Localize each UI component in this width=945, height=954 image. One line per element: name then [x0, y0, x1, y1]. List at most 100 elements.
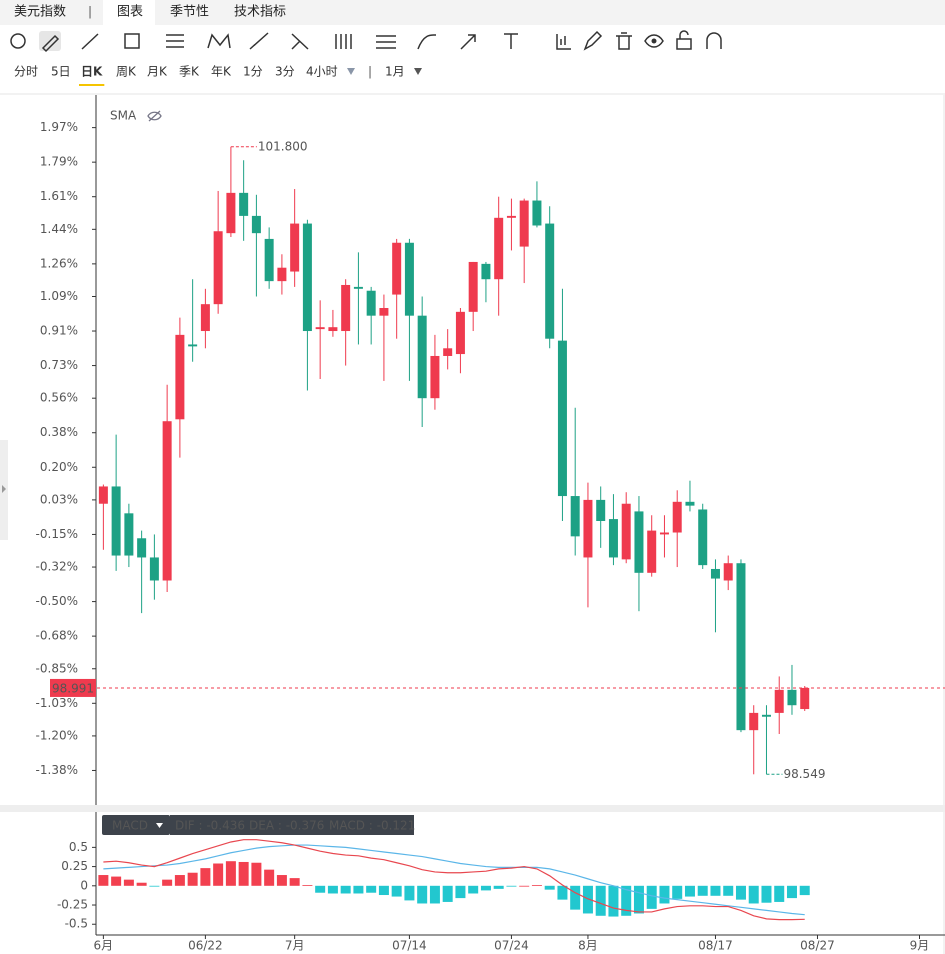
macd-bar [748, 885, 759, 904]
tool-icon[interactable] [460, 34, 476, 50]
macd-bar [327, 885, 338, 894]
candle-body [672, 501, 682, 533]
period-button[interactable]: 4小时 [306, 65, 338, 79]
candle-body [137, 538, 147, 558]
macd-bar [366, 885, 377, 893]
tool-icon[interactable] [291, 33, 309, 50]
low-label: 98.549 [783, 767, 825, 781]
macd-bar [200, 868, 211, 886]
tool-icon[interactable] [644, 34, 664, 48]
period-button[interactable]: 3分 [275, 65, 295, 79]
tool-icon[interactable] [706, 32, 722, 49]
macd-bar [264, 869, 275, 886]
y-tick-label: -1.20% [36, 728, 78, 742]
tool-icon[interactable] [335, 34, 352, 49]
period-dropdown[interactable] [347, 68, 355, 75]
tool-icon[interactable] [207, 33, 231, 49]
tab[interactable]: 季节性 [170, 5, 209, 20]
macd-bar [174, 875, 185, 886]
macd-bar [468, 885, 479, 894]
tool-icon[interactable] [583, 30, 603, 51]
tab[interactable]: 美元指数 [14, 5, 66, 20]
period-separator: | [368, 65, 372, 79]
tab-bar [0, 0, 945, 25]
tool-icon[interactable] [676, 38, 692, 50]
x-tick-label: 07/24 [494, 939, 529, 953]
macd-bar [672, 885, 683, 899]
period-active-underline [79, 84, 105, 86]
x-tick-label: 8月 [578, 939, 598, 953]
candle-body [251, 215, 261, 234]
tool-icon[interactable] [556, 34, 571, 50]
candle-body [315, 327, 325, 330]
dif-line [103, 839, 805, 921]
y-tick-label: -1.03% [36, 696, 78, 710]
candle-body [290, 223, 300, 272]
period-button[interactable]: 周K [116, 65, 137, 79]
candle-body [481, 263, 491, 280]
candle-body [430, 355, 440, 399]
y-tick-label: -0.68% [36, 629, 78, 643]
y-tick-label: 0.25 [61, 859, 88, 873]
candle-body [761, 714, 771, 717]
macd-bar [417, 885, 428, 904]
x-tick-label: 08/27 [800, 939, 835, 953]
candle-body [239, 192, 249, 216]
tool-icon[interactable] [166, 34, 184, 48]
period-button[interactable]: 5日 [51, 65, 71, 79]
tab[interactable]: 技术指标 [234, 5, 286, 20]
tool-icon[interactable] [376, 35, 396, 49]
candle-body [213, 231, 223, 305]
tool-icon[interactable] [81, 33, 99, 50]
range-dropdown[interactable] [414, 68, 422, 75]
x-tick-label: 07/14 [392, 939, 427, 953]
y-tick-label: 1.09% [40, 289, 78, 303]
tool-icon[interactable] [504, 33, 518, 49]
macd-bar [646, 885, 657, 909]
period-button[interactable]: 日K [81, 65, 103, 79]
macd-bar [557, 885, 568, 900]
candle-body [149, 557, 159, 581]
indicator-button[interactable] [102, 815, 170, 835]
indicator-button-label[interactable]: MACD [112, 819, 148, 833]
tool-icon[interactable] [616, 32, 632, 50]
macd-bar [187, 872, 198, 886]
candle-body [468, 261, 478, 312]
tool-icon[interactable] [249, 32, 269, 50]
candle-body [98, 486, 108, 504]
macd-bar [429, 885, 440, 904]
macd-bar [710, 885, 721, 896]
readout-text: DEA : -0.376 [249, 819, 324, 833]
tool-icon[interactable] [417, 34, 437, 50]
period-button[interactable]: 季K [179, 65, 200, 79]
candle-body [634, 511, 644, 573]
visibility-icon[interactable] [147, 110, 162, 122]
tool-icon[interactable] [41, 34, 60, 53]
y-tick-label: 0 [80, 878, 88, 892]
macd-bar [391, 885, 402, 897]
period-button[interactable]: 年K [211, 65, 232, 79]
macd-bar [251, 862, 262, 886]
macd-bar [442, 885, 453, 902]
tool-icon[interactable] [124, 33, 140, 49]
macd-bar [238, 861, 249, 886]
y-tick-label: 0.91% [40, 324, 78, 338]
tab[interactable]: 图表 [117, 5, 143, 20]
candle-body [392, 242, 402, 295]
period-button[interactable]: 分时 [14, 65, 38, 79]
period-button[interactable]: 1分 [243, 65, 263, 79]
candle-body [366, 290, 376, 316]
candle-body [723, 563, 733, 581]
range-button[interactable]: 1月 [385, 65, 405, 79]
y-tick-label: 1.26% [40, 256, 78, 270]
macd-bar [123, 879, 134, 886]
side-handle-arrow [2, 485, 6, 493]
macd-bar [506, 885, 517, 887]
macd-bar [378, 885, 389, 896]
tool-icon[interactable] [10, 33, 26, 49]
candle-body [111, 486, 121, 556]
candle-body [519, 200, 529, 247]
candle-body [698, 509, 708, 566]
macd-bar [595, 885, 606, 916]
period-button[interactable]: 月K [147, 65, 168, 79]
